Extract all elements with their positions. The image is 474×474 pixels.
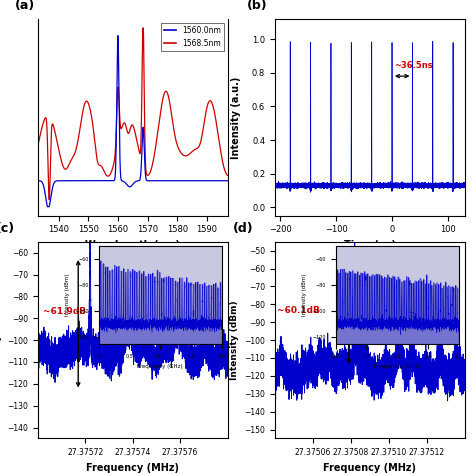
Legend: 1560.0nm, 1568.5nm: 1560.0nm, 1568.5nm <box>161 23 224 51</box>
Y-axis label: Intensity (a.u.): Intensity (a.u.) <box>231 76 241 158</box>
Y-axis label: Intensity (dBm): Intensity (dBm) <box>0 301 2 380</box>
Text: ~61.9dB: ~61.9dB <box>43 307 86 316</box>
X-axis label: Time (ns): Time (ns) <box>344 240 396 250</box>
X-axis label: Frequency (MHz): Frequency (MHz) <box>86 463 179 473</box>
X-axis label: Wavelength (nm): Wavelength (nm) <box>85 240 180 250</box>
Y-axis label: Intensity (dBm): Intensity (dBm) <box>230 301 239 380</box>
X-axis label: Frequency (MHz): Frequency (MHz) <box>323 463 416 473</box>
Text: ~36.5ns: ~36.5ns <box>394 61 433 70</box>
Text: ~60.1dB: ~60.1dB <box>277 306 319 315</box>
Text: (d): (d) <box>233 222 254 235</box>
Text: (b): (b) <box>246 0 267 12</box>
Text: (c): (c) <box>0 222 15 235</box>
Text: (a): (a) <box>15 0 36 12</box>
